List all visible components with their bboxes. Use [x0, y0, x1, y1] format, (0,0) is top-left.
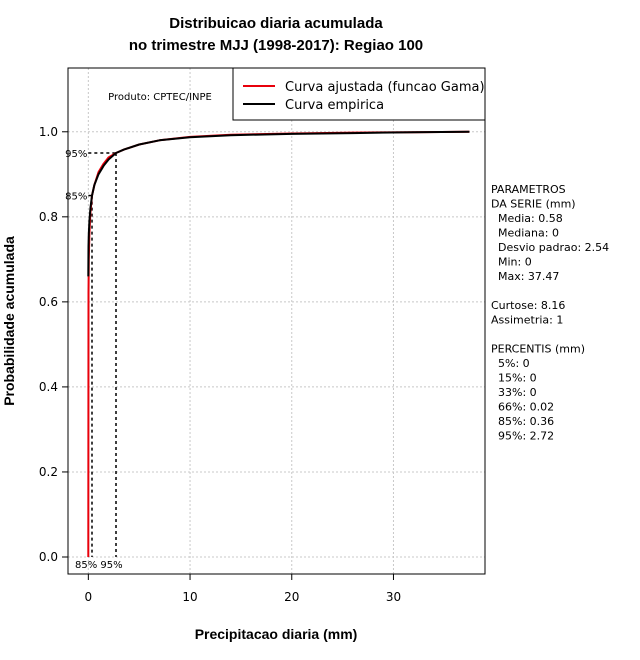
product-label: Produto: CPTEC/INPE [108, 92, 212, 103]
panel-line: 15%: 0 [491, 372, 537, 385]
y-tick-label: 0.6 [39, 295, 58, 309]
panel-line: 95%: 2.72 [491, 430, 554, 443]
legend-box [232, 67, 486, 121]
legend: Curva ajustada (funcao Gama) Curva empir… [232, 67, 486, 121]
series-line-fitted [87, 130, 470, 558]
series-line-empirical [87, 130, 470, 277]
curves [87, 130, 470, 558]
y-tick-label: 0.2 [39, 465, 58, 479]
x-tick-label: 10 [182, 590, 197, 604]
panel-line: Max: 37.47 [491, 270, 559, 283]
y-axis: 0.0 0.2 0.4 0.6 0.8 1.0 [39, 125, 68, 564]
panel-line: Assimetria: 1 [491, 314, 563, 327]
y-tick-label: 0.8 [39, 210, 58, 224]
y-tick-label: 0.0 [39, 550, 58, 564]
legend-label-fitted: Curva ajustada (funcao Gama) [285, 80, 485, 95]
x-tick-label: 0 [85, 590, 93, 604]
panel-line: Media: 0.58 [491, 212, 563, 225]
x-axis-label: Precipitacao diaria (mm) [195, 626, 358, 642]
series-parameters-panel: PARAMETROS DA SERIE (mm) Media: 0.58 Medi… [491, 183, 609, 443]
y-tick-label: 0.4 [39, 380, 58, 394]
bottom-percentile-labels: 85% 95% [75, 560, 123, 571]
grid [68, 68, 485, 574]
panel-line: PARAMETROS [491, 183, 566, 196]
panel-line: PERCENTIS (mm) [491, 343, 585, 356]
panel-line: Curtose: 8.16 [491, 299, 565, 312]
panel-line: Desvio padrao: 2.54 [491, 241, 609, 254]
panel-line: Min: 0 [491, 256, 532, 269]
chart-title-line2: no trimestre MJJ (1998-2017): Regiao 100 [129, 37, 423, 54]
panel-line: 85%: 0.36 [491, 415, 554, 428]
panel-line: 66%: 0.02 [491, 401, 554, 414]
panel-line: 5%: 0 [491, 357, 530, 370]
x-axis: 0 10 20 30 [85, 574, 401, 604]
percentile-label: 95% [65, 149, 87, 160]
legend-label-empirical: Curva empirica [285, 98, 384, 113]
x-tick-label: 30 [386, 590, 401, 604]
percentile-label: 85% [65, 192, 87, 203]
panel-line: 33%: 0 [491, 386, 537, 399]
y-tick-label: 1.0 [39, 125, 58, 139]
y-axis-label: Probabilidade acumulada [1, 236, 17, 406]
panel-line: Mediana: 0 [491, 227, 559, 240]
percentile-markers: 85% 95% [65, 149, 117, 557]
x-tick-label: 20 [284, 590, 299, 604]
panel-line: DA SERIE (mm) [491, 198, 576, 211]
chart-title-line1: Distribuicao diaria acumulada [169, 15, 383, 32]
plot-frame [67, 67, 486, 575]
